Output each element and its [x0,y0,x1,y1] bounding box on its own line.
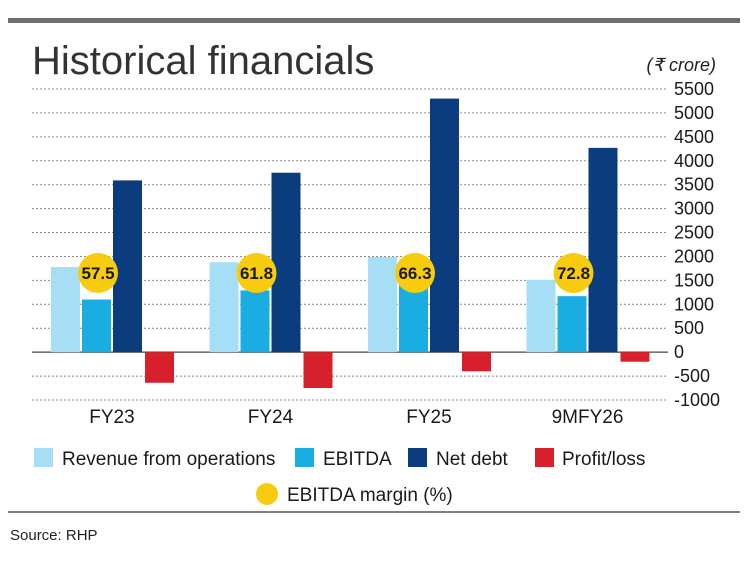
source-note: Source: RHP [10,527,98,544]
margin-circle-fy25 [395,253,435,293]
margin-label-fy23: 57.5 [81,264,114,283]
y-tick-label: 0 [674,342,684,362]
x-axis-categories: FY23 FY24 FY25 9MFY26 [89,407,623,428]
x-tick-label-fy23: FY23 [89,407,134,428]
margin-label-fy25: 66.3 [398,264,431,283]
chart-title: Historical financials [32,39,374,83]
bar-net-debt-fy23 [113,180,142,353]
y-tick-label: 1000 [674,294,714,314]
x-tick-label-9mfy26: 9MFY26 [552,407,624,428]
legend-swatch-revenue-from-operations [34,448,53,467]
top-rule [8,18,740,23]
bar-ebitda-9mfy26 [557,296,587,353]
y-tick-label: -500 [674,366,710,386]
bar-revenue-from-operations-fy23 [51,266,80,353]
y-tick-label: 2500 [674,223,714,243]
legend: Revenue from operations EBITDA Net debt Pro… [34,448,645,506]
x-tick-label-fy24: FY24 [248,407,294,428]
margin-label-9mfy26: 72.8 [557,264,590,283]
legend-swatch-net-debt [408,448,427,467]
bar-ebitda-fy25 [399,281,428,353]
margin-circle-9mfy26 [553,253,594,293]
legend-swatch-ebitda [295,448,314,467]
bar-revenue-from-operations-fy25 [368,256,397,353]
bar-net-debt-9mfy26 [588,147,618,353]
y-tick-label: 5500 [674,79,714,99]
bar-net-debt-fy25 [430,98,459,353]
y-axis-ticks: 5500500045004000350030002500200015001000… [674,79,720,410]
legend-label-profit-loss: Profit/loss [562,449,645,470]
y-tick-label: 3500 [674,175,714,195]
legend-label-ebitda: EBITDA [323,449,392,470]
bar-net-debt-fy24 [271,172,301,353]
legend-swatch-ebitda-margin [256,483,278,505]
bar-revenue-from-operations-fy24 [209,262,239,353]
y-tick-label: 500 [674,318,704,338]
legend-label-net-debt: Net debt [436,449,509,470]
bar-profit-loss-fy25 [462,352,491,372]
bar-profit-loss-fy23 [145,352,174,383]
bar-revenue-from-operations-9mfy26 [526,279,556,353]
y-tick-label: -1000 [674,390,720,410]
bar-ebitda-fy23 [82,299,111,353]
bar-ebitda-fy24 [240,290,270,353]
legend-label-ebitda-margin: EBITDA margin (%) [287,485,453,506]
margin-circle-fy24 [236,253,277,293]
y-tick-label: 2000 [674,246,714,266]
y-tick-label: 4500 [674,127,714,147]
y-tick-label: 4000 [674,151,714,171]
unit-label: (₹ crore) [647,55,716,75]
margin-label-fy24: 61.8 [240,264,273,283]
y-tick-label: 3000 [674,199,714,219]
bar-profit-loss-9mfy26 [620,352,650,362]
legend-swatch-profit-loss [535,448,554,467]
x-tick-label-fy25: FY25 [406,407,451,428]
y-tick-label: 1500 [674,270,714,290]
legend-label-revenue-from-operations: Revenue from operations [62,449,275,470]
ebitda-margin-markers: 57.5 61.8 66.3 72.8 [78,253,594,293]
margin-circle-fy23 [78,253,118,293]
bars [51,98,650,389]
y-tick-label: 5000 [674,103,714,123]
bar-profit-loss-fy24 [303,352,333,389]
